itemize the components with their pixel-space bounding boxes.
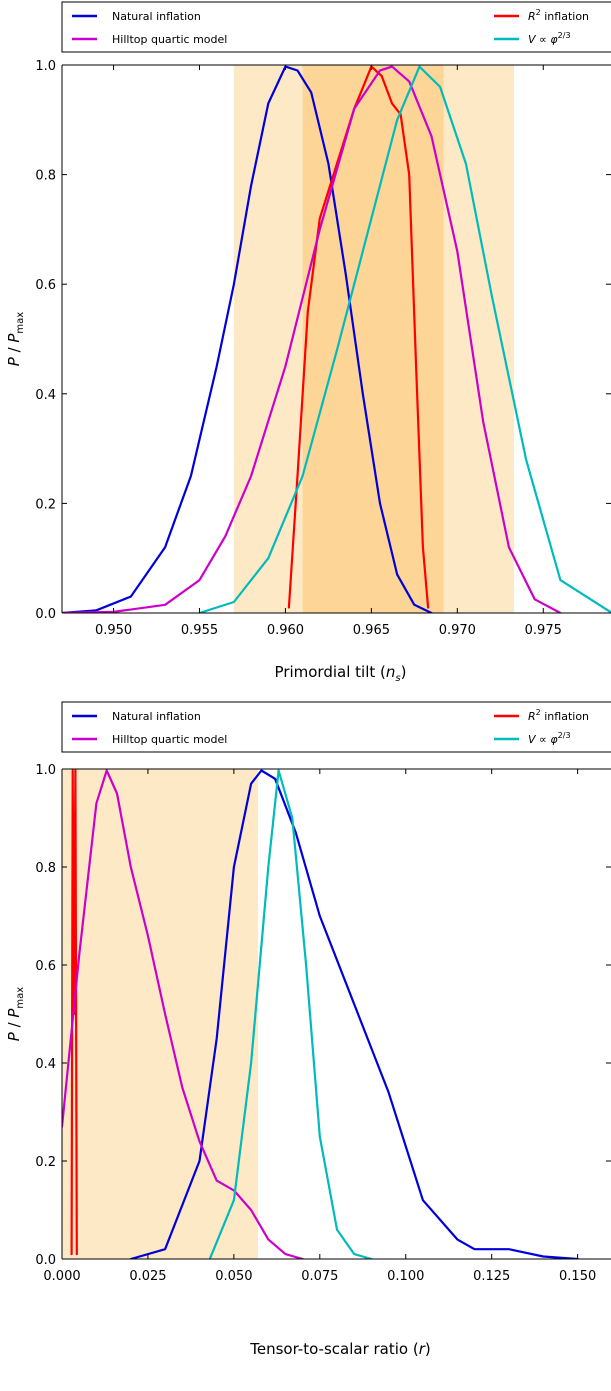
legend-box — [61, 701, 611, 753]
y-tick-label: 0.4 — [35, 1057, 56, 1072]
x-tick-label: 0.025 — [129, 1269, 166, 1284]
legend-label: Natural inflation — [112, 710, 201, 723]
x-axis-title: Tensor-to-scalar ratio (r) — [249, 1340, 431, 1358]
panel-tensor-to-scalar: 0.0 0.2 0.4 0.6 0.8 1.0 0.000 0.025 0.050 0.075 0.… — [5, 701, 611, 1358]
x-axis-title: Primordial tilt (ns) — [275, 663, 407, 684]
x-tick-label: 0.965 — [353, 623, 390, 638]
y-tick-label: 0.2 — [35, 1155, 56, 1170]
y-tick-label: 0.0 — [35, 1253, 56, 1268]
x-tick-label: 0.975 — [525, 623, 562, 638]
x-tick-label: 0.100 — [387, 1269, 424, 1284]
y-tick-label: 0.6 — [35, 278, 56, 293]
y-tick-label: 0.8 — [35, 861, 56, 876]
panel-spectral-index: 0.0 0.2 0.4 0.6 0.8 1.0 0.950 0.955 0.960 0.965 0.… — [5, 1, 611, 684]
x-tick-label: 0.955 — [181, 623, 218, 638]
x-tick-label: 0.050 — [215, 1269, 252, 1284]
legend-label: V ∝ φ2/3 — [528, 31, 571, 46]
x-tick-label: 0.970 — [439, 623, 476, 638]
x-tick-label: 0.150 — [559, 1269, 596, 1284]
series-line-4 — [208, 769, 373, 1259]
y-tick-label: 0.6 — [35, 959, 56, 974]
y-tick-label: 0.4 — [35, 388, 56, 403]
confidence-band-1 — [62, 769, 258, 1259]
series-line-1 — [129, 769, 579, 1259]
y-tick-label: 0.2 — [35, 497, 56, 512]
x-tick-label: 0.125 — [473, 1269, 510, 1284]
x-tick-label: 0.960 — [267, 623, 304, 638]
series-line-4 — [198, 65, 611, 613]
legend-label: Hilltop quartic model — [112, 733, 227, 746]
series-line-3 — [62, 769, 304, 1259]
legend-label: Hilltop quartic model — [112, 33, 227, 46]
x-tick-label: 0.950 — [95, 623, 132, 638]
legend-label: R2 inflation — [528, 708, 589, 723]
legend-label: V ∝ φ2/3 — [528, 731, 571, 746]
y-axis-title: P / Pmax — [5, 312, 26, 367]
y-tick-label: 0.0 — [35, 607, 56, 622]
x-tick-label: 0.075 — [301, 1269, 338, 1284]
legend-box — [61, 1, 611, 53]
legend-label: R2 inflation — [528, 8, 589, 23]
y-tick-label: 0.8 — [35, 169, 56, 184]
series-line-2 — [287, 65, 430, 609]
y-tick-label: 1.0 — [35, 763, 56, 778]
y-tick-label: 1.0 — [35, 59, 56, 74]
series-line-3 — [62, 65, 562, 613]
x-tick-label: 0.000 — [43, 1269, 80, 1284]
legend-label: Natural inflation — [112, 10, 201, 23]
y-axis-title: P / Pmax — [5, 987, 26, 1042]
